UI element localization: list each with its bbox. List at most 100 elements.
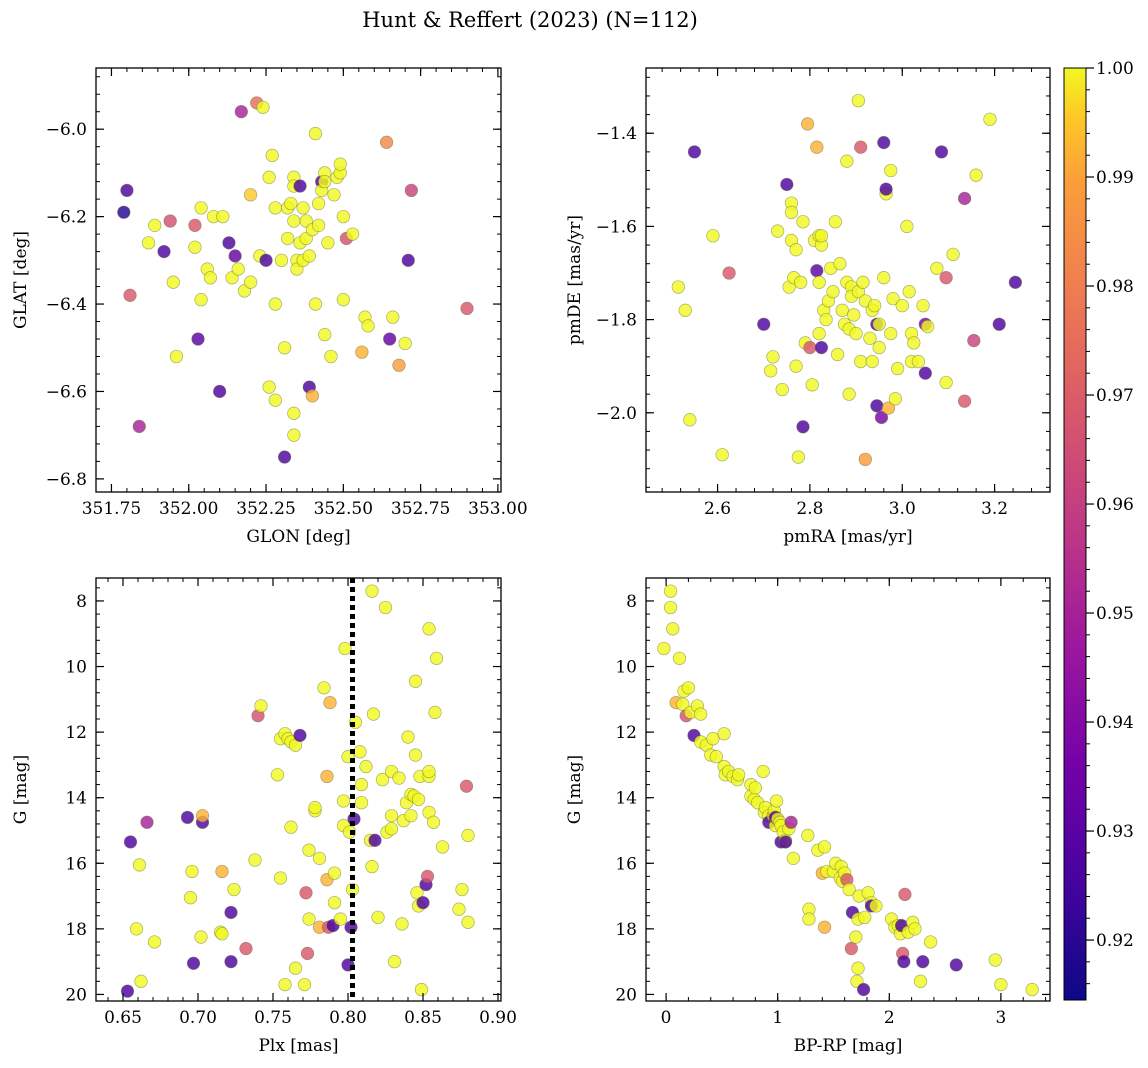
scatter-point <box>786 851 800 866</box>
scatter-point <box>898 887 912 902</box>
scatter-point <box>858 910 872 925</box>
scatter-point <box>365 584 379 598</box>
scatter-point <box>870 399 884 413</box>
scatter-point <box>856 982 871 997</box>
scatter-point <box>222 236 236 250</box>
y-axis-label: G [mag] <box>11 755 31 824</box>
scatter-point <box>769 794 784 808</box>
scatter-point <box>123 835 138 849</box>
scatter-point <box>203 271 218 285</box>
scatter-point <box>826 285 840 299</box>
scatter-point <box>254 699 268 713</box>
scatter-point <box>678 303 692 317</box>
scatter-point <box>342 825 357 839</box>
scatter-point <box>913 974 928 988</box>
scatter-point <box>194 201 208 215</box>
scatter-point <box>299 886 313 900</box>
scatter-point <box>902 285 916 299</box>
scatter-point <box>794 275 808 289</box>
scatter-point <box>401 253 415 267</box>
scatter-point <box>215 864 229 879</box>
colorbar-tick-label: 0.98 <box>1096 277 1134 297</box>
scatter-point <box>766 350 780 364</box>
x-tick-label: 0.80 <box>329 1008 367 1028</box>
scatter-point <box>731 768 746 782</box>
scatter-point <box>387 955 402 969</box>
scatter-point <box>812 326 826 341</box>
scatter-point <box>120 183 134 198</box>
scatter-point <box>365 859 379 874</box>
scatter-point <box>949 958 963 972</box>
y-tick-label: 12 <box>615 723 637 743</box>
scatter-point <box>842 387 856 401</box>
scatter-point <box>930 261 944 276</box>
colorbar-tick-label: 1.00 <box>1096 59 1134 79</box>
y-tick-label: 20 <box>65 985 87 1005</box>
x-tick-label: 2.8 <box>796 499 823 519</box>
scatter-point <box>308 297 323 311</box>
scatter-point <box>288 961 303 975</box>
scatter-point <box>194 930 208 944</box>
scatter-point <box>810 264 824 278</box>
scatter-point <box>916 955 930 969</box>
scatter-point <box>1025 982 1039 997</box>
scatter-point <box>869 899 883 913</box>
scatter-point <box>195 809 210 823</box>
scatter-point <box>872 317 886 331</box>
scatter-point <box>429 651 444 665</box>
scatter-point <box>775 382 789 397</box>
scatter-point <box>324 349 338 364</box>
scatter-point <box>969 168 983 182</box>
scatter-point <box>359 759 373 774</box>
x-tick-label: 2.6 <box>704 499 731 519</box>
scatter-point <box>800 117 815 131</box>
scatter-point <box>663 584 678 598</box>
x-tick-label: 0.75 <box>254 1008 292 1028</box>
scatter-point <box>992 317 1006 331</box>
scatter-point <box>281 231 295 246</box>
scatter-point <box>459 779 474 793</box>
colorbar-tick-label: 0.92 <box>1096 931 1134 951</box>
x-tick-label: 3.0 <box>889 499 916 519</box>
scatter-point <box>810 140 824 154</box>
scatter-point <box>911 354 926 369</box>
scatter-point <box>849 326 863 341</box>
scatter-point <box>957 394 972 408</box>
scatter-point <box>983 112 997 126</box>
scatter-point <box>812 275 826 289</box>
scatter-point <box>420 869 435 884</box>
axes-frame <box>95 67 502 493</box>
scatter-point <box>814 229 829 243</box>
colorbar-gradient <box>1063 67 1087 1001</box>
scatter-point <box>183 891 198 905</box>
scatter-point <box>817 840 832 854</box>
scatter-point <box>147 935 162 949</box>
scatter-point <box>401 730 415 744</box>
scatter-point <box>416 895 430 910</box>
y-tick-label: 10 <box>615 658 637 678</box>
scatter-point <box>375 773 390 787</box>
x-tick-label: 352.00 <box>159 499 218 519</box>
scatter-point <box>188 218 202 233</box>
scatter-point <box>371 910 385 925</box>
scatter-point <box>770 224 785 238</box>
y-tick-label: −6.8 <box>46 470 87 490</box>
scatter-point <box>842 882 856 897</box>
scatter-point <box>895 298 909 313</box>
x-axis-label: BP-RP [mag] <box>794 1036 903 1056</box>
y-tick-label: −1.8 <box>596 311 637 331</box>
scatter-point <box>863 331 877 345</box>
axes-frame <box>95 577 502 1002</box>
scatter-point <box>817 920 832 934</box>
scatter-point <box>277 341 292 355</box>
scatter-point <box>284 196 298 211</box>
scatter-point <box>854 354 868 369</box>
scatter-point <box>780 177 794 192</box>
scatter-point <box>666 622 680 636</box>
scatter-point <box>748 781 763 795</box>
scatter-point <box>188 240 202 254</box>
scatter-point <box>672 651 687 665</box>
scatter-point <box>796 215 810 229</box>
x-tick-label: 0.65 <box>104 1008 142 1028</box>
scatter-point <box>884 163 898 178</box>
